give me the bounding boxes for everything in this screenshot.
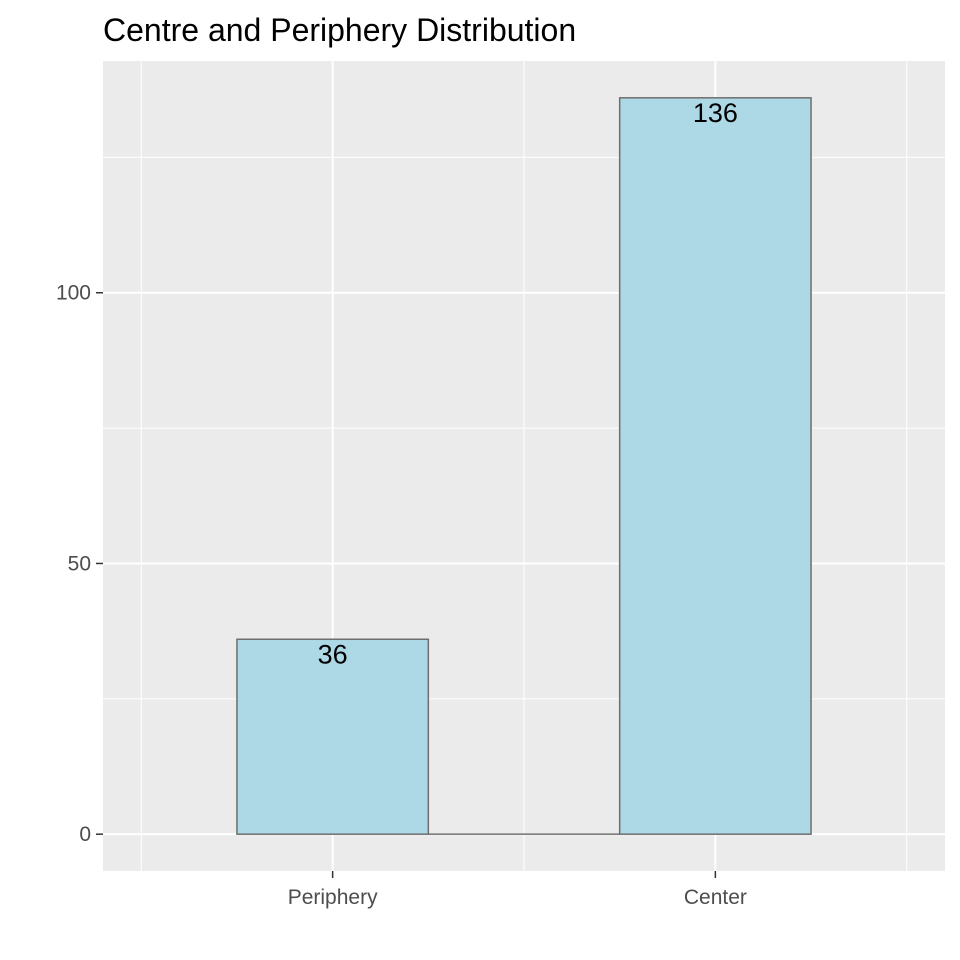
bars-group	[236, 97, 812, 835]
y-axis: 0 50 100	[56, 282, 103, 846]
data-label-center: 136	[693, 98, 738, 128]
chart-title: Centre and Periphery Distribution	[103, 12, 576, 48]
data-labels-group: 36 136	[318, 98, 738, 669]
y-tick-label: 100	[56, 282, 91, 305]
x-tick-label: Periphery	[288, 886, 378, 909]
data-label-periphery: 36	[318, 639, 348, 669]
bar-periphery	[236, 638, 430, 835]
bar-center	[618, 97, 812, 835]
x-axis: Periphery Center	[288, 871, 747, 909]
x-tick-label: Center	[684, 886, 747, 909]
y-tick-label: 50	[68, 552, 91, 575]
y-tick-label: 0	[79, 823, 91, 846]
